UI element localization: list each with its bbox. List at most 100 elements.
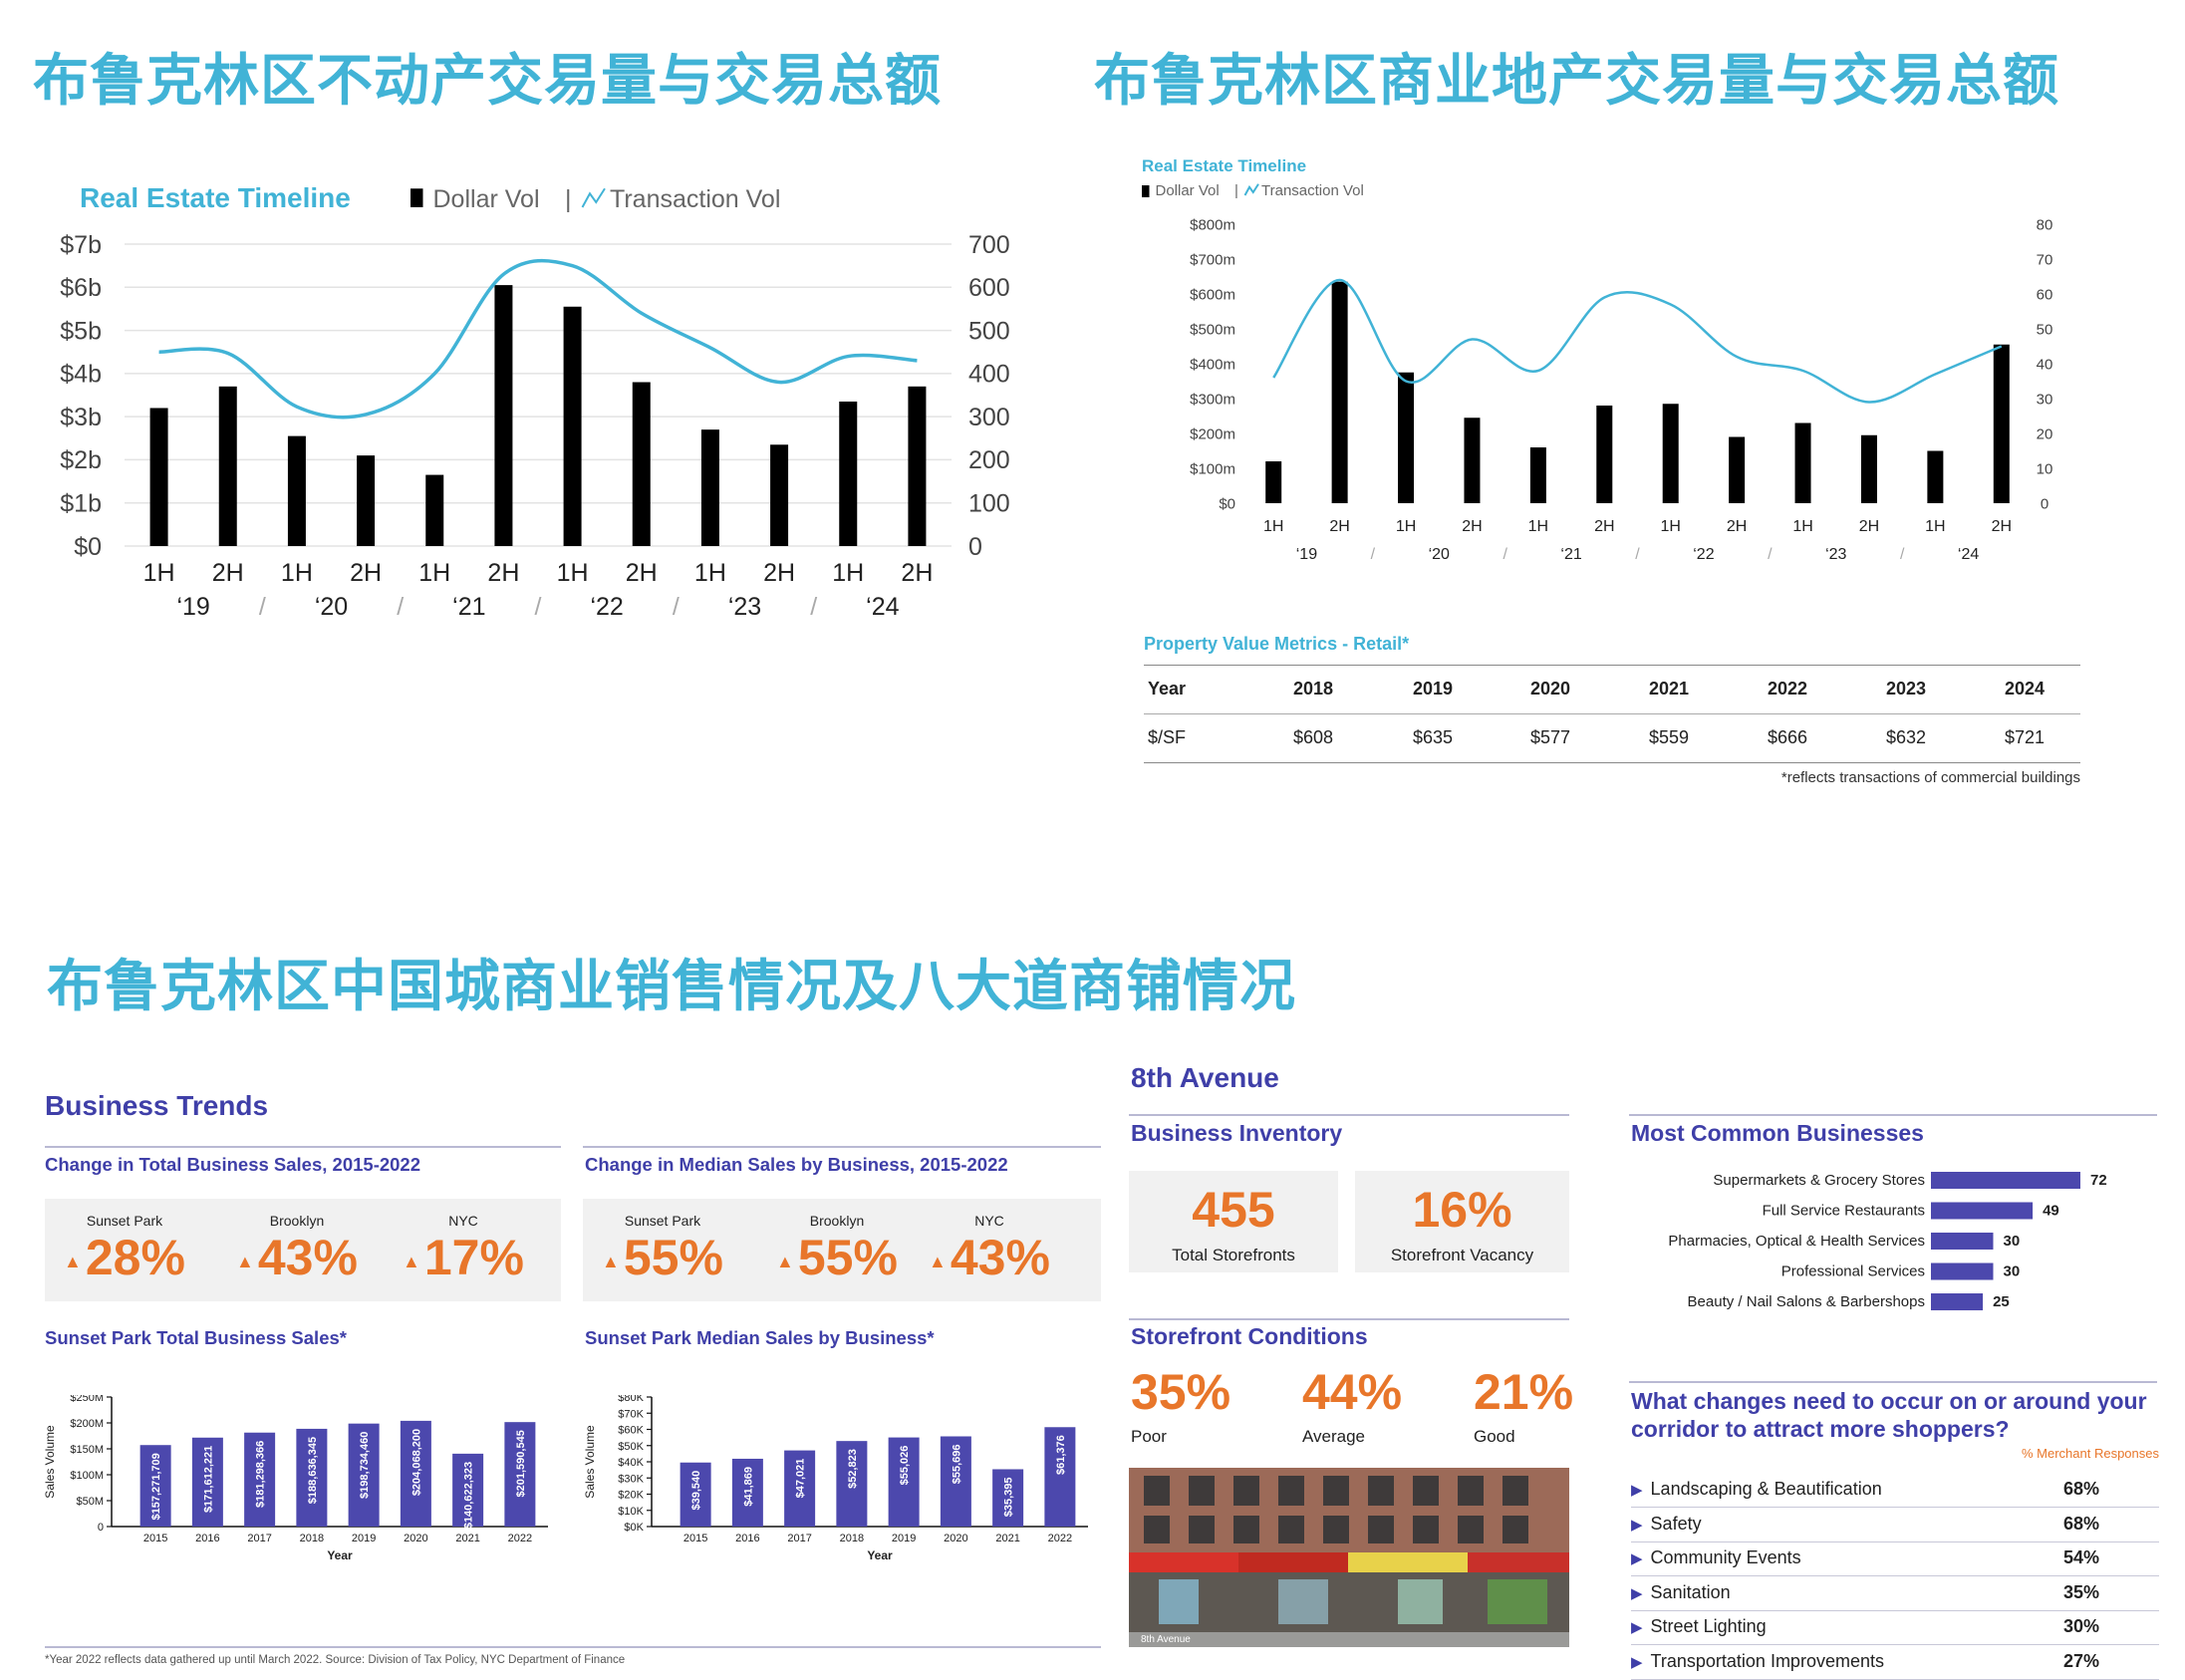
y-tick-left: $0 <box>1219 495 1235 512</box>
x-tick-half: 2H <box>763 559 795 587</box>
business-category-label: Full Service Restaurants <box>1763 1203 1925 1220</box>
condition-poor-label: Poor <box>1131 1427 1167 1446</box>
business-count-bar <box>1931 1233 1994 1250</box>
x-tick-year: 2022 <box>508 1533 532 1544</box>
stat-nyc: NYC ▲17% <box>389 1213 538 1282</box>
y-tick-label: $70K <box>618 1408 644 1420</box>
legend-transaction-vol: Transaction Vol <box>1261 182 1364 199</box>
condition-poor: 35% Poor <box>1131 1367 1230 1447</box>
x-tick-year: 2015 <box>683 1533 707 1544</box>
bar-value-label: $140,622,323 <box>463 1462 475 1529</box>
x-tick-year: ‘24 <box>1958 546 1979 563</box>
y-tick-right: 700 <box>968 231 1010 259</box>
y-axis-label: Sales Volume <box>43 1425 57 1499</box>
survey-item: ▶ Sanitation 35% <box>1631 1576 2159 1611</box>
x-tick-year: 2022 <box>1048 1533 1072 1544</box>
y-tick-left: $2b <box>60 446 102 474</box>
table-cell-psf: $577 <box>1530 727 1571 747</box>
y-tick-right: 30 <box>2037 391 2053 408</box>
year-separator: / <box>259 593 266 621</box>
business-count-value: 25 <box>1993 1293 2010 1310</box>
survey-item: ▶ Landscaping & Beautification 68% <box>1631 1473 2159 1508</box>
x-tick-half: 1H <box>418 559 450 587</box>
stat-value: 17% <box>423 1230 524 1285</box>
table-row-label: $/SF <box>1148 727 1187 747</box>
table-cell-psf: $559 <box>1649 727 1690 747</box>
survey-item-label: ▶ Safety <box>1631 1513 1702 1534</box>
year-separator: / <box>1502 546 1507 563</box>
property-table-footnote: *reflects transactions of commercial bui… <box>1780 769 2080 786</box>
heading-commercial: 布鲁克林区商业地产交易量与交易总额 <box>1094 49 2059 114</box>
sales-bar <box>191 1437 223 1527</box>
survey-item-percent: 30% <box>2062 1616 2099 1636</box>
y-tick-right: 0 <box>2041 495 2048 512</box>
sales-bar <box>888 1437 920 1527</box>
y-tick-right: 20 <box>2037 425 2053 442</box>
stat-value: 43% <box>950 1230 1050 1285</box>
x-tick-year: 2015 <box>143 1533 167 1544</box>
up-arrow-icon: ▲ <box>236 1251 254 1271</box>
up-arrow-icon: ▲ <box>929 1251 947 1271</box>
dollar-vol-bar <box>425 474 444 546</box>
storefront-vacancy-box: 16% Storefront Vacancy <box>1355 1171 1569 1272</box>
sales-bar <box>836 1441 868 1527</box>
y-tick-label: $0K <box>624 1522 644 1534</box>
x-tick-half: 2H <box>1462 518 1482 535</box>
x-tick-year: ‘20 <box>315 593 348 621</box>
x-tick-year: 2019 <box>892 1533 916 1544</box>
x-tick-half: 2H <box>1992 518 2012 535</box>
bar-value-label: $181,298,366 <box>255 1441 267 1508</box>
x-tick-half: 1H <box>143 559 175 587</box>
y-tick-right: 50 <box>2037 321 2053 338</box>
total-change-title: Change in Total Business Sales, 2015-202… <box>45 1154 421 1175</box>
y-tick-right: 600 <box>968 274 1010 302</box>
business-count-value: 30 <box>2004 1263 2021 1280</box>
median-change-box: Sunset Park ▲55% Brooklyn ▲55% NYC ▲43% <box>583 1199 1101 1301</box>
survey-item-label: ▶ Sanitation <box>1631 1581 1731 1602</box>
y-tick-right: 10 <box>2037 460 2053 477</box>
most-common-title: Most Common Businesses <box>1631 1120 1924 1146</box>
dollar-vol-bar <box>839 401 858 546</box>
y-axis-label: Sales Volume <box>583 1425 597 1499</box>
y-tick-right: 500 <box>968 317 1010 345</box>
dollar-vol-bar <box>563 306 582 546</box>
up-arrow-icon: ▲ <box>602 1251 620 1271</box>
heading-residential: 布鲁克林区不动产交易量与交易总额 <box>33 49 942 114</box>
x-tick-year: ‘23 <box>1825 546 1846 563</box>
y-tick-label: $40K <box>618 1457 644 1469</box>
legend-separator: | <box>565 185 572 213</box>
stat-brooklyn: Brooklyn ▲43% <box>222 1213 372 1282</box>
bar-value-label: $171,612,221 <box>202 1446 214 1513</box>
year-separator: / <box>535 593 542 621</box>
year-separator: / <box>397 593 404 621</box>
bar-value-label: $157,271,709 <box>150 1453 162 1520</box>
survey-item-percent: 68% <box>2062 1479 2099 1499</box>
business-category-label: Beauty / Nail Salons & Barbershops <box>1688 1293 1925 1310</box>
storefront-conditions-title: Storefront Conditions <box>1131 1323 1368 1349</box>
triangle-bullet-icon: ▶ <box>1631 1482 1643 1499</box>
sunset-total-title: Sunset Park Total Business Sales* <box>45 1327 347 1348</box>
total-storefronts-label: Total Storefronts <box>1172 1246 1295 1264</box>
y-tick-label: $30K <box>618 1473 644 1485</box>
x-tick-year: 2018 <box>300 1533 324 1544</box>
commercial-timeline-chart: Real Estate Timeline Dollar Vol | Transacti… <box>1142 156 2053 563</box>
sales-bar <box>680 1462 711 1527</box>
triangle-bullet-icon: ▶ <box>1631 1516 1643 1534</box>
year-separator: / <box>673 593 680 621</box>
business-count-bar <box>1931 1262 1994 1280</box>
y-tick-left: $600m <box>1190 286 1235 303</box>
y-tick-label: $150M <box>70 1444 104 1456</box>
bar-value-label: $198,734,460 <box>359 1432 371 1499</box>
median-change-title: Change in Median Sales by Business, 2015… <box>585 1154 1008 1175</box>
sales-bar <box>452 1453 484 1527</box>
x-tick-year: 2016 <box>735 1533 759 1544</box>
storefront-vacancy-label: Storefront Vacancy <box>1390 1246 1534 1264</box>
survey-item: ▶ Safety 68% <box>1631 1508 2159 1542</box>
up-arrow-icon: ▲ <box>403 1251 420 1271</box>
y-tick-left: $7b <box>60 231 102 259</box>
chart-title: Real Estate Timeline <box>80 182 351 213</box>
x-tick-year: ‘24 <box>866 593 899 621</box>
legend-bar-swatch <box>1142 185 1150 197</box>
eighth-avenue-photo: 8th Avenue <box>1129 1468 1569 1647</box>
y-tick-label: $20K <box>618 1490 644 1502</box>
